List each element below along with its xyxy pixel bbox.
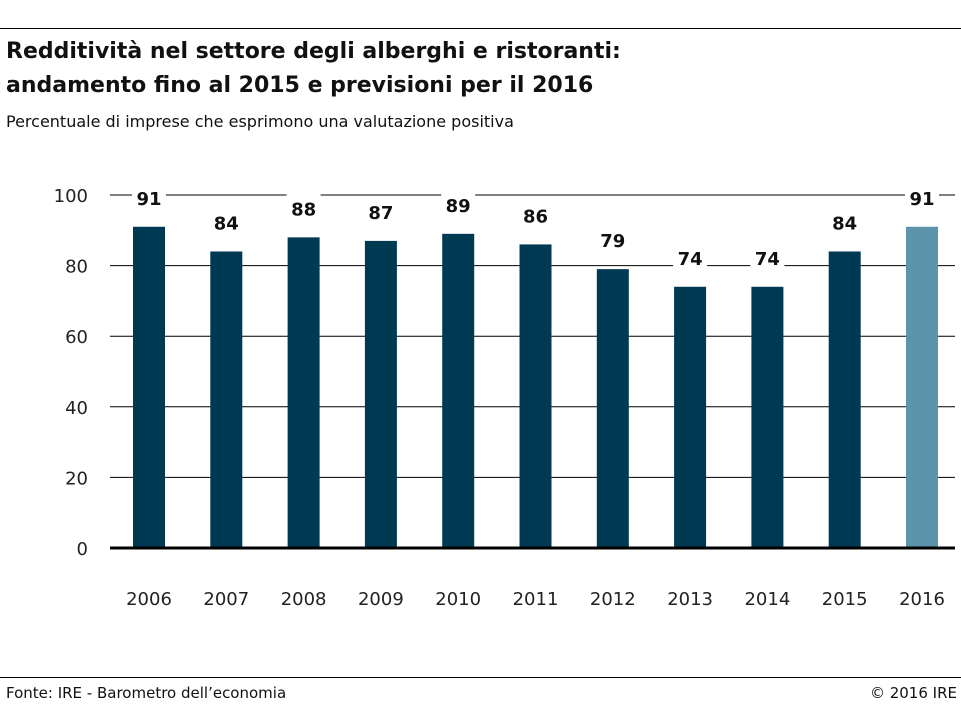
bar-2007 xyxy=(210,251,243,549)
bar-2013 xyxy=(674,286,707,548)
y-tick-label-40: 40 xyxy=(65,398,88,419)
x-tick-label-2014: 2014 xyxy=(744,589,790,610)
x-tick-label-2013: 2013 xyxy=(667,589,713,610)
bar-2014 xyxy=(751,286,784,548)
value-label-2010: 89 xyxy=(446,196,471,217)
y-tick-label-20: 20 xyxy=(65,468,88,489)
x-tick-label-2008: 2008 xyxy=(281,589,327,610)
bar-layer xyxy=(133,226,938,549)
value-label-bg-2011 xyxy=(518,201,553,228)
source-note: Fonte: IRE - Barometro dell’economia xyxy=(6,684,287,702)
value-label-bg-2010 xyxy=(441,190,476,217)
value-label-2009: 87 xyxy=(368,203,393,224)
bar-2012 xyxy=(596,269,629,548)
bar-2011 xyxy=(519,244,552,549)
y-tick-label-60: 60 xyxy=(65,327,88,348)
bottom-rule xyxy=(0,677,961,678)
copyright-note: © 2016 IRE xyxy=(869,684,957,702)
value-label-2007: 84 xyxy=(214,213,239,234)
bar-2016 xyxy=(906,226,938,548)
bar-2008 xyxy=(287,237,320,549)
x-tick-label-2007: 2007 xyxy=(203,589,249,610)
x-tick-label-2016: 2016 xyxy=(899,589,945,610)
bar-2015 xyxy=(828,251,861,549)
value-label-2008: 88 xyxy=(291,199,316,220)
chart-title-line2: andamento fino al 2015 e previsioni per … xyxy=(6,73,594,98)
value-label-bg-2007 xyxy=(209,208,244,235)
grid-layer xyxy=(110,183,955,478)
axis-layer: 0 20 40 60 80 100 xyxy=(54,186,955,560)
value-label-bg-2015 xyxy=(827,208,862,235)
value-label-bg-2014 xyxy=(750,243,785,270)
chart-title-line1: Redditività nel settore degli alberghi e… xyxy=(6,39,621,64)
x-tick-label-2012: 2012 xyxy=(590,589,636,610)
value-label-2015: 84 xyxy=(832,213,857,234)
value-label-2013: 74 xyxy=(678,249,703,270)
x-tick-label-2006: 2006 xyxy=(126,589,172,610)
bar-2009 xyxy=(364,240,397,548)
value-label-bg-2008 xyxy=(286,194,321,221)
chart-subtitle: Percentuale di imprese che esprimono una… xyxy=(6,112,514,131)
x-tick-label-2009: 2009 xyxy=(358,589,404,610)
y-tick-label-80: 80 xyxy=(65,257,88,278)
top-rule xyxy=(0,28,961,29)
bar-2010 xyxy=(442,233,475,548)
label-layer: 91 2006 84 2007 88 2008 87 2009 89 2010 86 2011 79 20… xyxy=(126,189,945,610)
value-label-2011: 86 xyxy=(523,206,548,227)
value-label-bg-2016 xyxy=(905,183,939,210)
value-label-2012: 79 xyxy=(600,231,625,252)
y-tick-label-0: 0 xyxy=(77,539,88,560)
value-label-bg-2009 xyxy=(363,197,398,224)
y-tick-label-100: 100 xyxy=(54,186,88,207)
bar-2006 xyxy=(133,226,165,548)
value-label-2006: 91 xyxy=(136,189,161,210)
value-label-bg-2012 xyxy=(595,226,630,253)
value-label-2016: 91 xyxy=(909,189,934,210)
value-label-bg-2013 xyxy=(673,243,708,270)
x-tick-label-2010: 2010 xyxy=(435,589,481,610)
value-label-2014: 74 xyxy=(755,249,780,270)
value-label-bg-2006 xyxy=(132,183,166,210)
x-tick-label-2011: 2011 xyxy=(513,589,559,610)
x-tick-label-2015: 2015 xyxy=(822,589,868,610)
